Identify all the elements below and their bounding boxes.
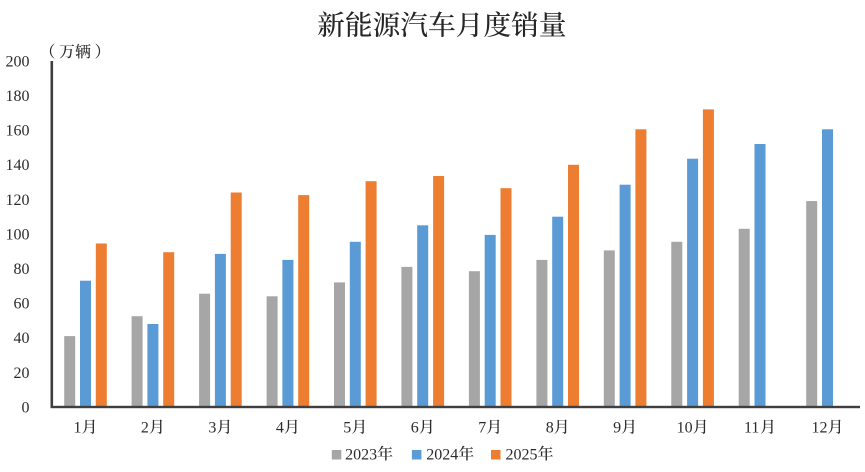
svg-text:8: 8: [546, 420, 554, 437]
svg-text:11: 11: [744, 420, 759, 437]
svg-text:160: 160: [6, 123, 30, 140]
svg-text:4: 4: [276, 420, 284, 437]
svg-text:20: 20: [14, 365, 30, 382]
svg-text:140: 140: [6, 157, 30, 174]
svg-text:200: 200: [6, 53, 30, 70]
svg-text:2024: 2024: [426, 446, 458, 463]
svg-text:80: 80: [14, 261, 30, 278]
svg-text:10: 10: [677, 420, 693, 437]
svg-text:100: 100: [6, 226, 30, 243]
svg-text:1: 1: [74, 420, 82, 437]
svg-text:5: 5: [343, 420, 351, 437]
svg-text:2: 2: [141, 420, 149, 437]
svg-text:120: 120: [6, 192, 30, 209]
svg-text:7: 7: [478, 420, 486, 437]
svg-text:6: 6: [411, 420, 419, 437]
svg-text:3: 3: [208, 420, 216, 437]
svg-text:2023: 2023: [345, 446, 377, 463]
svg-text:12: 12: [812, 420, 828, 437]
svg-text:0: 0: [22, 399, 30, 416]
svg-text:180: 180: [6, 88, 30, 105]
svg-text:2025: 2025: [506, 446, 538, 463]
svg-text:40: 40: [14, 330, 30, 347]
svg-text:60: 60: [14, 296, 30, 313]
svg-text:9: 9: [613, 420, 621, 437]
